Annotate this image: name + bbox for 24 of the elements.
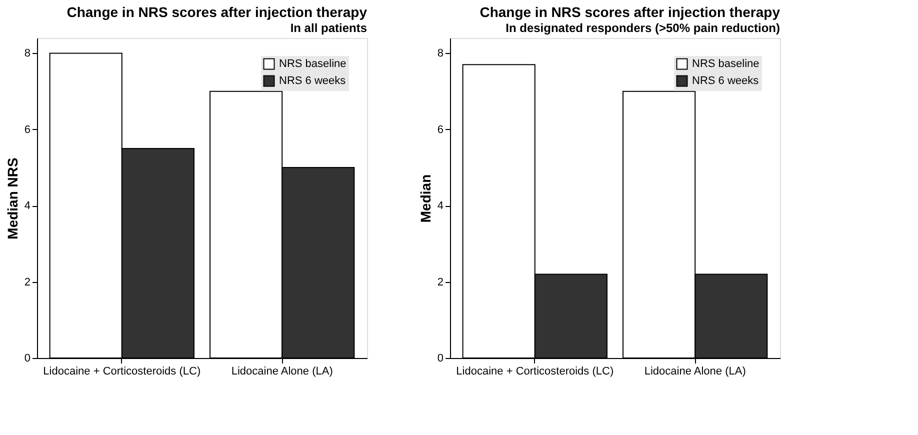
y-tick-label: 2 [437, 276, 444, 288]
x-tick-label: Lidocaine + Corticosteroids (LC) [456, 366, 614, 378]
y-tick-label: 6 [24, 124, 30, 136]
x-tick-label: Lidocaine + Corticosteroids (LC) [43, 366, 201, 378]
chart-title: Change in NRS scores after injection therapy [480, 4, 780, 20]
x-tick-label: Lidocaine Alone (LA) [644, 366, 746, 378]
y-tick-label: 6 [437, 124, 444, 136]
y-tick-label: 4 [24, 200, 30, 212]
y-tick-label: 8 [24, 48, 30, 60]
legend-label: NRS baseline [692, 58, 760, 70]
chart-subtitle: In all patients [290, 21, 368, 35]
y-tick-label: 0 [24, 352, 30, 364]
chart-subtitle: In designated responders (>50% pain reduction) [506, 21, 780, 35]
y-axis-title: Median NRS [4, 158, 20, 240]
legend-label: NRS 6 weeks [692, 75, 760, 87]
y-axis-title: Median [417, 174, 434, 223]
legend-label: NRS baseline [279, 58, 346, 70]
legend-label: NRS 6 weeks [279, 75, 346, 87]
y-tick-label: 4 [437, 200, 444, 212]
x-tick-label: Lidocaine Alone (LA) [231, 366, 333, 378]
y-tick-label: 2 [24, 276, 30, 288]
y-tick-label: 8 [437, 48, 444, 60]
chart-title: Change in NRS scores after injection therapy [66, 4, 368, 20]
y-tick-label: 0 [437, 352, 444, 364]
